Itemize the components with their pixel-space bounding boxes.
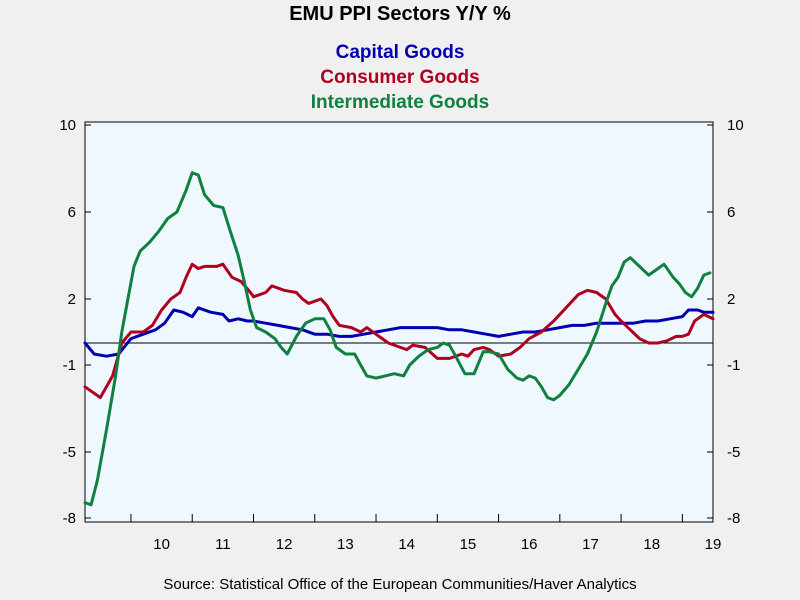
x-tick-label: 10 [153, 536, 170, 553]
chart-legend: Capital Goods Consumer Goods Intermediat… [0, 40, 800, 115]
x-tick-label: 14 [398, 536, 415, 553]
series-line-intermediate-goods [83, 171, 712, 507]
y-tick-label-right: -8 [727, 510, 740, 527]
x-tick-label: 12 [276, 536, 293, 553]
legend-intermediate-goods: Intermediate Goods [310, 92, 490, 113]
x-tick-label: 17 [582, 536, 599, 553]
legend-consumer-goods: Consumer Goods [320, 67, 480, 88]
series-line-consumer-goods [83, 262, 715, 400]
y-tick-label-left: 10 [59, 117, 76, 134]
chart-source: Source: Statistical Office of the Europe… [163, 576, 637, 593]
y-tick-label-left: -5 [63, 444, 76, 461]
y-tick-label-right: 6 [727, 204, 735, 221]
y-tick-label-right: -5 [727, 444, 740, 461]
x-tick-label: 15 [460, 536, 477, 553]
y-tick-label-left: 6 [68, 204, 76, 221]
y-tick-label-right: 10 [727, 117, 744, 134]
x-tick-label: 11 [215, 536, 231, 553]
legend-capital-goods: Capital Goods [335, 42, 465, 63]
y-tick-label-right: 2 [727, 291, 735, 308]
y-tick-label-left: -1 [63, 357, 76, 374]
x-tick-label: 16 [521, 536, 538, 553]
x-tick-label: 13 [337, 536, 354, 553]
y-tick-label-left: 2 [68, 291, 76, 308]
chart-title: EMU PPI Sectors Y/Y % [289, 3, 511, 25]
y-tick-label-right: -1 [727, 357, 740, 374]
x-tick-label: 18 [643, 536, 660, 553]
series-line-capital-goods [83, 306, 715, 358]
x-tick-label: 19 [705, 536, 722, 553]
y-tick-label-left: -8 [63, 510, 76, 527]
